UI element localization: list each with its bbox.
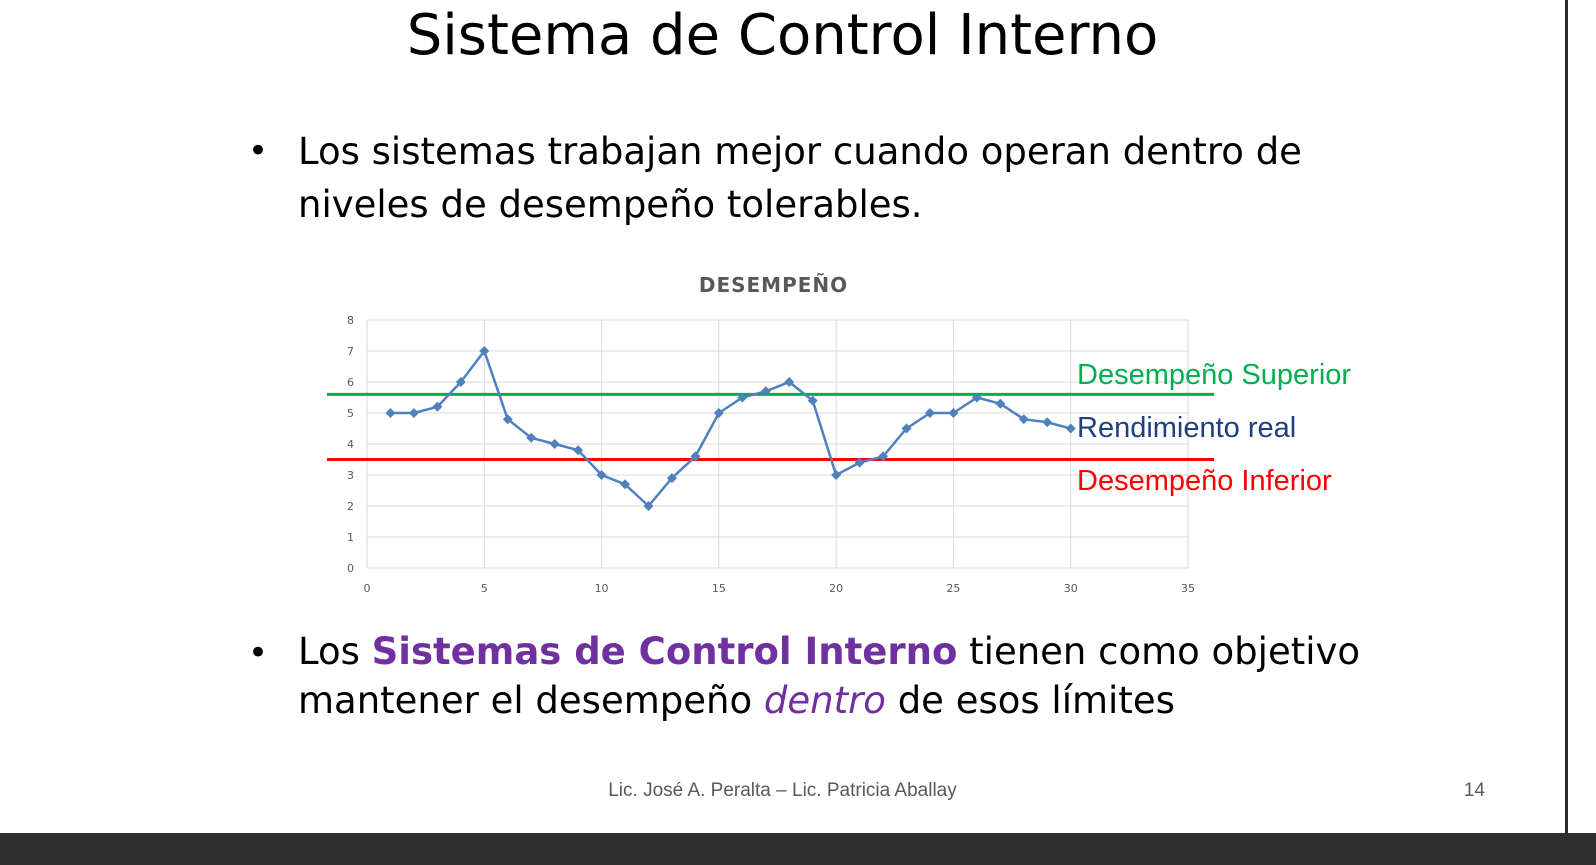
data-point [1065,423,1076,434]
data-point [666,473,677,484]
x-tick-label: 35 [1181,582,1195,595]
slide-title: Sistema de Control Interno [406,3,1159,68]
x-tick-label: 5 [481,582,488,595]
data-point [408,408,419,418]
series-line [390,349,1072,508]
y-tick-label: 2 [347,500,354,513]
data-point [948,408,959,418]
footer-authors: Lic. José A. Peralta – Lic. Patricia Aba… [608,780,957,801]
y-tick-label: 7 [347,345,354,358]
data-point [760,386,771,397]
data-point [737,392,748,403]
bullet-2-emphasis: dentro [763,679,886,722]
x-tick-label: 20 [829,582,843,595]
data-point [807,395,818,406]
data-point [643,501,654,511]
y-tick-label: 5 [347,407,354,420]
data-point [385,408,396,418]
y-tick-label: 3 [347,469,354,482]
y-tick-label: 8 [347,314,354,327]
bullet-2-text: Los Sistemas de Control Interno tienen c… [298,627,1368,725]
y-tick-label: 4 [347,438,354,451]
bullet-dot: • [248,131,269,171]
x-tick-label: 0 [364,582,371,595]
y-tick-label: 1 [347,531,354,544]
bullet-1: • Los sistemas trabajan mejor cuando ope… [248,125,1368,231]
data-point [878,451,889,462]
slide [0,0,1565,833]
data-point [502,414,513,425]
x-tick-label: 10 [595,582,609,595]
bullet-dot: • [248,633,269,673]
bullet-2: • Los Sistemas de Control Interno tienen… [248,627,1368,725]
y-tick-label: 0 [347,562,354,575]
data-point [690,451,701,462]
bullet-2-post: de esos límites [885,679,1175,722]
x-tick-label: 25 [946,582,960,595]
x-tick-label: 30 [1064,582,1078,595]
data-point [573,445,584,456]
label-desempeno-inferior: Desempeño Inferior [1077,465,1332,497]
data-point [596,470,607,480]
data-point [901,423,912,434]
bullet-2-pre: Los [298,630,372,673]
data-point [455,377,466,387]
bullet-1-text: Los sistemas trabajan mejor cuando opera… [298,130,1302,226]
data-point [854,457,865,468]
bullet-2-mid: tienen como objetivo mantener el desempe… [298,630,1361,722]
data-point [526,432,537,443]
chart-title: DESEMPEÑO [699,273,848,297]
data-point [620,479,631,490]
x-tick-label: 15 [712,582,726,595]
data-point [784,377,795,387]
data-point [831,470,842,480]
window-edge [1565,0,1596,833]
data-point [713,408,724,418]
bullet-2-highlight: Sistemas de Control Interno [371,630,958,673]
data-point [479,346,490,356]
y-tick-label: 6 [347,376,354,389]
data-point [1042,417,1053,428]
data-point [549,439,560,449]
label-rendimiento-real: Rendimiento real [1077,412,1296,444]
performance-chart: DESEMPEÑO 0 1 2 3 4 5 6 7 8 0 5 10 15 20 25 30 35 Desempeñ… [327,273,1351,595]
data-point [1018,414,1029,425]
page-number: 14 [1463,780,1485,801]
data-point [995,398,1006,409]
data-point [971,392,982,403]
data-point [432,401,443,412]
label-desempeno-superior: Desempeño Superior [1077,359,1351,391]
bottom-bar [0,833,1596,865]
data-point [924,408,935,418]
